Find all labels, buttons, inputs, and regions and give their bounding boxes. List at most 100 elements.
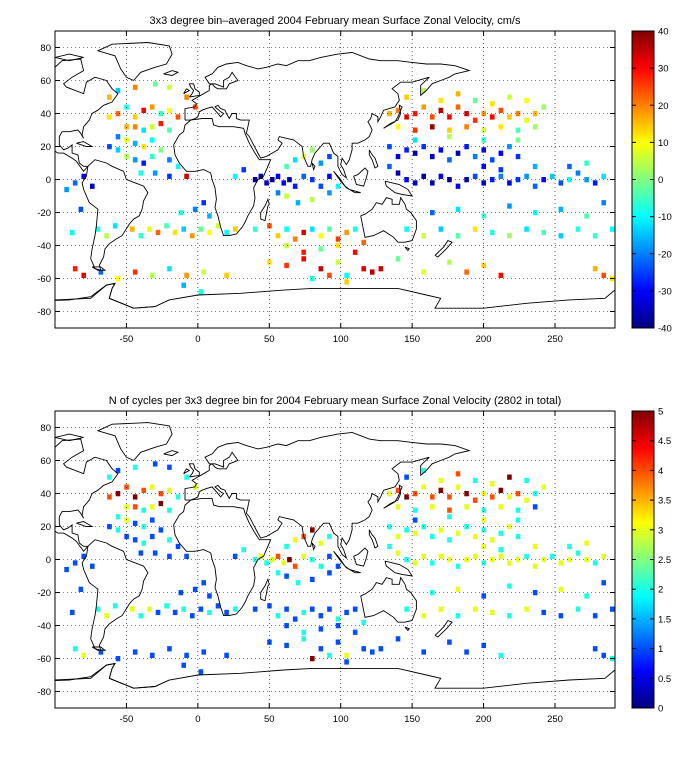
data-cell <box>507 474 512 480</box>
data-cell <box>152 461 158 467</box>
data-cell <box>115 514 121 520</box>
data-cell <box>224 652 229 658</box>
data-cell <box>310 606 315 612</box>
coastline <box>81 159 149 271</box>
data-cell <box>184 272 189 278</box>
data-cell <box>490 114 495 120</box>
data-cell <box>152 170 158 176</box>
data-cell <box>155 609 161 616</box>
data-cell <box>567 163 572 170</box>
data-cell <box>301 229 307 236</box>
data-cell <box>175 114 181 120</box>
data-cell <box>287 557 292 563</box>
data-cell <box>455 183 461 189</box>
y-tick-label: -40 <box>37 621 51 632</box>
data-cell <box>327 533 332 540</box>
data-cell <box>498 124 504 130</box>
data-cell <box>455 484 461 490</box>
data-cell <box>198 669 204 675</box>
data-cell <box>270 177 275 183</box>
data-cell <box>507 583 512 589</box>
data-cell <box>107 144 112 150</box>
data-cell <box>498 150 504 156</box>
data-cell <box>132 124 138 130</box>
coastline <box>173 497 272 617</box>
data-cell <box>167 537 172 543</box>
data-cell <box>224 229 229 236</box>
data-cell <box>498 504 504 510</box>
y-tick-label: -20 <box>37 208 51 219</box>
plot-area <box>55 42 615 309</box>
data-cell <box>147 226 152 232</box>
data-cell <box>421 104 427 110</box>
data-cell <box>167 464 172 470</box>
data-cell <box>178 590 184 596</box>
data-cell <box>130 606 135 612</box>
y-tick-label: 0 <box>46 555 51 566</box>
data-cell <box>412 137 418 143</box>
coastline <box>188 83 200 98</box>
data-cell <box>404 606 409 612</box>
data-cell <box>601 553 607 559</box>
data-cell <box>412 530 418 536</box>
data-cell <box>455 91 461 97</box>
data-cell <box>281 560 287 566</box>
colorbar-tick-label: 4.5 <box>658 436 671 447</box>
data-cell <box>575 606 581 612</box>
data-cell <box>387 163 392 170</box>
colorbar-tick-label: 2.5 <box>658 555 671 566</box>
coastline <box>384 560 414 577</box>
data-cell <box>292 183 298 189</box>
data-cell <box>455 206 461 212</box>
data-cell <box>498 553 504 559</box>
data-cell <box>515 557 521 563</box>
colorbar-tick-label: 0 <box>658 175 663 186</box>
data-cell <box>115 111 121 117</box>
data-cell <box>438 97 444 104</box>
data-cell <box>507 180 512 186</box>
data-cell <box>335 243 341 249</box>
coastline <box>383 484 403 509</box>
data-cell <box>481 262 487 269</box>
y-tick-label: 80 <box>40 423 51 434</box>
data-cell <box>132 649 138 655</box>
coastline <box>91 646 107 651</box>
coastline <box>360 196 417 243</box>
data-cell <box>158 147 164 153</box>
data-cell <box>158 491 164 497</box>
data-cell <box>132 140 138 146</box>
data-cell <box>361 266 367 272</box>
coastline <box>55 53 84 62</box>
x-tick-label: 200 <box>476 714 492 725</box>
data-cell <box>141 160 147 166</box>
data-cell <box>310 527 315 533</box>
data-cell <box>455 471 461 477</box>
data-cell <box>584 213 589 219</box>
data-cell <box>498 173 504 179</box>
data-cell <box>284 623 289 629</box>
data-cell <box>310 576 315 583</box>
colorbar-tick-label: -20 <box>658 249 672 260</box>
x-tick-label: 150 <box>404 334 420 345</box>
data-cell <box>207 593 212 599</box>
data-cell <box>167 646 172 652</box>
data-cell <box>507 203 512 209</box>
data-cell <box>515 491 521 497</box>
data-cell <box>141 107 147 113</box>
coastline <box>384 180 414 197</box>
x-tick-label: -50 <box>120 334 134 345</box>
data-cell <box>150 153 155 160</box>
data-cell <box>567 177 572 183</box>
data-cell <box>481 527 487 533</box>
data-cell <box>112 223 118 229</box>
data-cell <box>532 563 538 569</box>
data-cell <box>95 226 101 232</box>
data-cell <box>241 167 247 173</box>
data-cell <box>550 553 555 559</box>
data-cell <box>301 636 307 642</box>
data-cell <box>404 474 409 480</box>
coastline <box>184 431 471 560</box>
data-cell <box>107 494 112 500</box>
data-cell <box>138 170 144 176</box>
